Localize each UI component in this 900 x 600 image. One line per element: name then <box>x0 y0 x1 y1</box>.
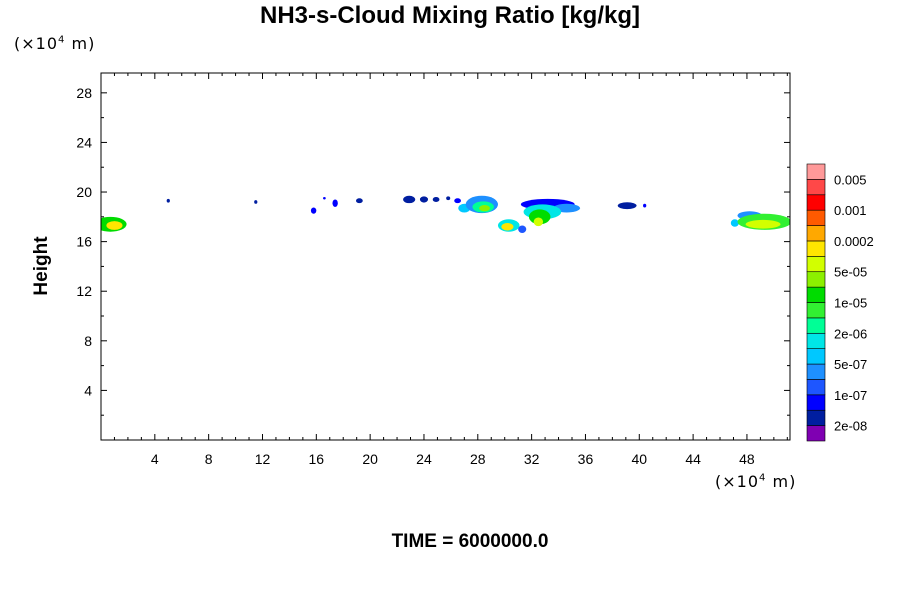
y-tick-label: 12 <box>76 283 92 299</box>
y-tick-label: 28 <box>76 85 92 101</box>
colorbar-swatch <box>806 363 826 380</box>
x-tick-label: 40 <box>631 451 647 467</box>
colorbar-swatch <box>806 425 826 442</box>
x-tick-label: 48 <box>739 451 755 467</box>
colorbar-swatch <box>806 225 826 242</box>
colorbar-swatch <box>806 194 826 211</box>
colorbar-swatch <box>806 379 826 396</box>
cloud-patch <box>643 203 647 208</box>
colorbar-swatch <box>806 256 826 273</box>
colorbar-label: 1e-07 <box>834 388 867 403</box>
colorbar-swatch <box>806 394 826 411</box>
y-axis-unit: (×104 m) <box>14 34 95 53</box>
cloud-patch <box>403 195 416 204</box>
cloud-patch <box>419 196 429 203</box>
colorbar-swatch <box>806 348 826 365</box>
colorbar-swatch <box>806 240 826 257</box>
x-tick-label: 12 <box>255 451 271 467</box>
colorbar-swatch <box>806 332 826 349</box>
x-axis-unit: (×104 m) <box>715 472 796 491</box>
cloud-patch <box>356 198 363 204</box>
x-tick-label: 16 <box>309 451 325 467</box>
colorbar-swatch <box>806 302 826 319</box>
colorbar-label: 0.001 <box>834 203 867 218</box>
cloud-patch <box>745 219 781 229</box>
x-unit-prefix: (×10 <box>715 472 760 491</box>
colorbar-label: 5e-05 <box>834 265 867 280</box>
colorbar-label: 2e-06 <box>834 326 867 341</box>
x-unit-suffix: m) <box>766 472 797 491</box>
chart-title: NH3-s-Cloud Mixing Ratio [kg/kg] <box>260 2 640 29</box>
colorbar-swatch <box>806 179 826 196</box>
y-unit-exponent: 4 <box>58 34 66 46</box>
colorbar-label: 5e-07 <box>834 357 867 372</box>
y-tick-label: 20 <box>76 184 92 200</box>
x-tick-label: 8 <box>205 451 213 467</box>
colorbar-label: 0.0002 <box>834 234 874 249</box>
cloud-patch <box>106 221 123 230</box>
colorbar-swatch <box>806 209 826 226</box>
x-unit-exponent: 4 <box>759 472 767 484</box>
cloud-patch <box>454 198 461 204</box>
x-tick-label: 44 <box>685 451 701 467</box>
cloud-patch <box>446 196 451 201</box>
colorbar-swatch <box>806 286 826 303</box>
plot-frame <box>100 72 791 441</box>
colorbar-swatch <box>806 409 826 426</box>
x-tick-label: 28 <box>470 451 486 467</box>
cloud-patch <box>310 207 317 214</box>
cloud-patch <box>332 199 338 207</box>
colorbar-label: 2e-08 <box>834 419 867 434</box>
y-tick-label: 24 <box>76 134 92 150</box>
cloud-patch <box>254 200 258 204</box>
cloud-patch <box>533 217 544 227</box>
cloud-patch <box>617 202 637 210</box>
cloud-patch <box>479 205 490 212</box>
colorbar-label: 1e-05 <box>834 296 867 311</box>
cloud-field <box>101 195 790 233</box>
x-tick-label: 4 <box>151 451 159 467</box>
time-label: TIME = 6000000.0 <box>391 531 549 552</box>
colorbar-swatch <box>806 163 826 180</box>
x-tick-label: 36 <box>578 451 594 467</box>
y-tick-label: 4 <box>84 382 92 398</box>
cloud-patch <box>166 198 170 203</box>
colorbar-swatch <box>806 271 826 288</box>
cloud-patch <box>501 223 514 231</box>
y-unit-suffix: m) <box>65 34 96 53</box>
y-tick-label: 16 <box>76 234 92 250</box>
x-tick-label: 20 <box>362 451 378 467</box>
x-tick-label: 32 <box>524 451 540 467</box>
cloud-patch <box>518 225 527 233</box>
colorbar-label: 0.005 <box>834 172 867 187</box>
cloud-patch <box>432 196 440 202</box>
y-tick-label: 8 <box>84 333 92 349</box>
x-tick-label: 24 <box>416 451 432 467</box>
y-unit-prefix: (×10 <box>14 34 59 53</box>
cloud-patch <box>730 219 739 227</box>
cloud-patch <box>323 196 326 200</box>
colorbar-swatch <box>806 317 826 334</box>
